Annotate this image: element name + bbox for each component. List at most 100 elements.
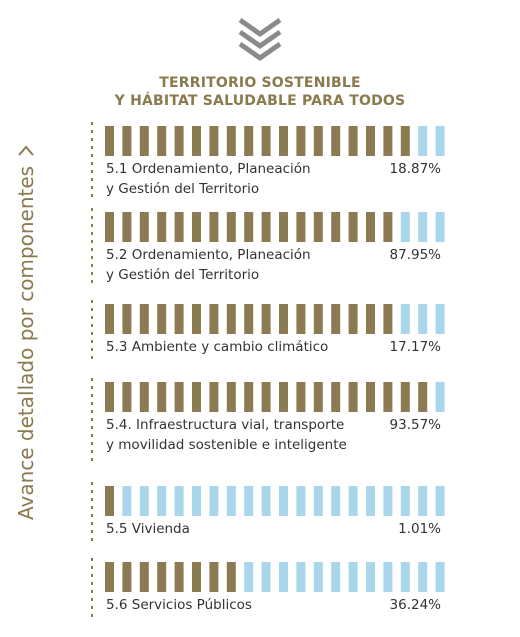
bar-unit-filled <box>279 382 288 412</box>
bar-unit-filled <box>174 382 184 412</box>
bar-unit-empty <box>435 382 445 412</box>
bar-unit-filled <box>296 126 306 156</box>
bar-unit-filled <box>122 304 132 334</box>
bar-unit-filled <box>244 382 254 412</box>
bar-unit-filled <box>331 212 341 242</box>
dot-marker <box>91 356 93 359</box>
bar-unit-empty <box>366 562 375 592</box>
bar-unit-filled <box>261 126 271 156</box>
bar-unit-filled <box>226 562 236 592</box>
dot-marker <box>91 138 93 141</box>
bar-unit-filled <box>261 382 271 412</box>
bar-unit-filled <box>400 126 410 156</box>
dot-marker <box>91 450 93 453</box>
bar-unit-empty <box>226 486 236 516</box>
bar-unit-filled <box>313 212 323 242</box>
bar-unit-empty <box>383 486 393 516</box>
bar-unit-filled <box>122 126 132 156</box>
dot-marker <box>91 240 93 243</box>
series-group: 5.4. Infraestructura vial, transporte y m… <box>91 378 445 461</box>
bar-unit-filled <box>226 382 236 412</box>
dot-marker <box>91 122 93 125</box>
dot-marker <box>91 530 93 533</box>
bar-unit-empty <box>244 562 254 592</box>
bar-unit-filled <box>279 304 288 334</box>
bar-unit-empty <box>418 126 428 156</box>
bar-unit-empty <box>313 486 323 516</box>
dot-marker <box>91 490 93 493</box>
bar-unit-empty <box>348 486 358 516</box>
series-label: y Gestión del Territorio <box>106 267 259 283</box>
dot-marker <box>91 426 93 429</box>
bar-unit-filled <box>174 304 184 334</box>
bar-unit-filled <box>157 212 167 242</box>
dot-marker <box>91 458 93 461</box>
percent-label: 93.57% <box>390 417 442 433</box>
bar-unit-filled <box>105 486 114 516</box>
bar-unit-filled <box>122 382 132 412</box>
dot-marker <box>91 522 93 525</box>
dot-marker <box>91 606 93 609</box>
bar-unit-filled <box>296 212 306 242</box>
bar-unit-filled <box>122 212 132 242</box>
percent-label: 36.24% <box>390 597 442 613</box>
bar-unit-filled <box>174 212 184 242</box>
dot-marker <box>91 348 93 351</box>
bar-unit-filled <box>174 126 184 156</box>
dot-marker <box>91 170 93 173</box>
dot-marker <box>91 498 93 501</box>
bar-unit-filled <box>209 212 219 242</box>
bar-unit-filled <box>279 126 288 156</box>
bar-unit-filled <box>105 562 114 592</box>
bar-unit-filled <box>139 212 149 242</box>
dot-marker <box>91 216 93 219</box>
dot-marker <box>91 614 93 617</box>
dot-marker <box>91 308 93 311</box>
series-label: 5.5 Vivienda <box>106 521 190 537</box>
percent-label: 87.95% <box>390 247 442 263</box>
dot-marker <box>91 340 93 343</box>
bar-unit-filled <box>192 126 201 156</box>
bar-unit-filled <box>366 212 375 242</box>
bar-unit-filled <box>244 126 254 156</box>
dot-marker <box>91 434 93 437</box>
bar-unit-filled <box>244 304 254 334</box>
bar-unit-filled <box>261 304 271 334</box>
bar-unit-empty <box>296 486 306 516</box>
dot-marker <box>91 130 93 133</box>
bar-unit-empty <box>418 562 428 592</box>
bar-unit-empty <box>279 562 288 592</box>
dot-marker <box>91 316 93 319</box>
bar-unit-filled <box>296 304 306 334</box>
bar-unit-filled <box>122 562 132 592</box>
bar-unit-empty <box>192 486 201 516</box>
bar-unit-empty <box>418 304 428 334</box>
bar-unit-filled <box>226 304 236 334</box>
bar-unit-filled <box>383 304 393 334</box>
bar-unit-empty <box>174 486 184 516</box>
bar-unit-empty <box>331 562 341 592</box>
bar-unit-filled <box>366 382 375 412</box>
bar-unit-filled <box>331 126 341 156</box>
bar-unit-filled <box>348 304 358 334</box>
bar-unit-filled <box>105 126 114 156</box>
dot-marker <box>91 280 93 283</box>
dot-marker <box>91 538 93 541</box>
bar-unit-filled <box>192 562 201 592</box>
bar-unit-empty <box>400 304 410 334</box>
side-label: Avance detallado por componentes <box>14 80 38 520</box>
dot-marker <box>91 146 93 149</box>
bar-unit-filled <box>261 212 271 242</box>
bar-unit-filled <box>418 382 428 412</box>
bar-unit-filled <box>209 382 219 412</box>
bar-unit-filled <box>139 126 149 156</box>
series-group: 5.6 Servicios Públicos 36.24% <box>91 558 445 617</box>
dot-marker <box>91 224 93 227</box>
bar-unit-filled <box>366 126 375 156</box>
series-label: y movilidad sostenible e inteligente <box>106 437 347 453</box>
bar-unit-empty <box>122 486 132 516</box>
bar-unit-empty <box>400 486 410 516</box>
bar-unit-filled <box>348 126 358 156</box>
series-group: 5.1 Ordenamiento, Planeación y Gestión de… <box>91 122 445 197</box>
